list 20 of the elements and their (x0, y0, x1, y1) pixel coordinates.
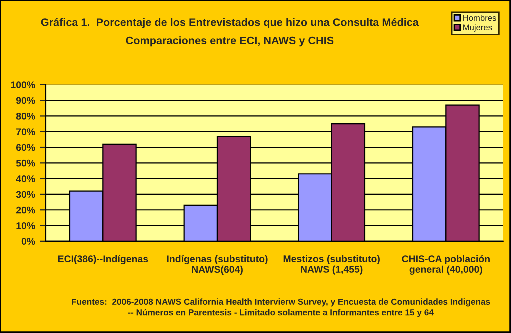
chart-title: Gráfica 1. Porcentaje de los Entrevistados que hizo una Consulta Médica (41, 18, 420, 28)
y-tick-label: 0% (22, 238, 36, 246)
chart-subtitle: Comparaciones entre ECI, NAWS y CHIS (126, 36, 334, 47)
x-tick-label: ECI(386)--Indígenas (58, 255, 148, 265)
y-tick-label: 20% (16, 206, 36, 214)
source-note: Fuentes: 2006-2008 NAWS California Health Intervierw Survey, y Encuesta de Comunidades Indigenas -- Números en Parentesis - Limitado solamente a Informantes entre 15 y 64 (72, 298, 490, 318)
legend-label: Hombres (464, 14, 496, 22)
legend-label: Mujeres (464, 24, 492, 32)
y-tick-label: 10% (16, 222, 36, 230)
x-tick-label: CHIS-CA población general (40,000) (402, 255, 490, 275)
y-tick-label: 30% (16, 191, 36, 198)
x-tick-label: Indígenas (substituto) NAWS(604) (167, 255, 268, 275)
y-tick-label: 60% (16, 144, 36, 152)
y-tick-label: 50% (16, 160, 36, 167)
y-tick-label: 90% (16, 97, 36, 104)
x-tick-label: Mestizos (substituto) NAWS (1,455) (284, 255, 380, 275)
y-tick-label: 40% (16, 176, 36, 182)
y-tick-label: 100% (11, 82, 36, 89)
y-tick-label: 80% (16, 112, 36, 120)
y-tick-label: 70% (16, 128, 36, 136)
